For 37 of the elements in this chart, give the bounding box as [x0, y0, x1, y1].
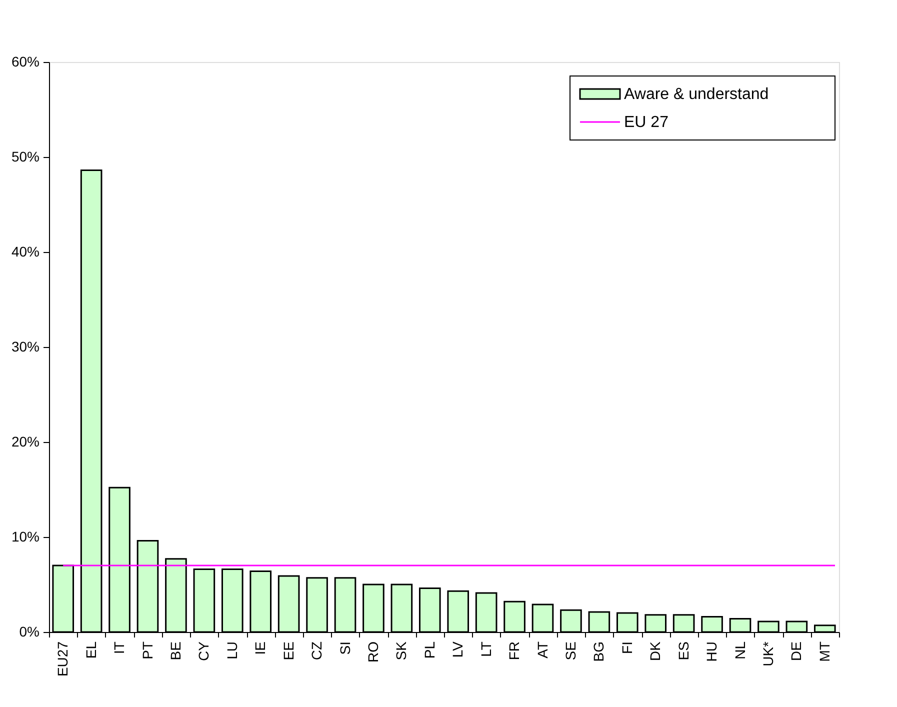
y-tick-label: 60%	[11, 54, 40, 70]
x-tick-label: PT	[139, 641, 156, 660]
x-tick-label: SK	[393, 640, 410, 660]
y-tick-label: 0%	[19, 624, 40, 640]
x-tick-label: RO	[364, 641, 381, 662]
y-tick-label: 40%	[11, 244, 40, 260]
legend-label: EU 27	[624, 114, 669, 131]
x-tick-label: DK	[647, 640, 664, 661]
x-tick-label: SI	[336, 642, 353, 655]
x-tick-label: EE	[280, 642, 296, 660]
x-tick-label: MT	[816, 641, 832, 662]
x-tick-label: LU	[224, 642, 240, 660]
y-tick-label: 50%	[11, 148, 40, 164]
x-tick-label: IE	[252, 642, 268, 655]
x-tick-label: LV	[450, 640, 466, 658]
y-tick-label: 10%	[11, 528, 40, 544]
x-tick-label: NL	[732, 641, 748, 660]
x-tick-label: FI	[618, 642, 635, 654]
x-tick-label: EU27	[54, 641, 71, 677]
y-tick-label: 20%	[11, 434, 40, 450]
x-tick-label: EL	[82, 641, 99, 659]
x-tick-label: UK*	[760, 640, 776, 666]
x-tick-label: CY	[196, 640, 212, 661]
x-tick-label: HU	[704, 642, 720, 662]
x-tick-label: CZ	[308, 641, 325, 660]
x-tick-label: ES	[675, 642, 692, 660]
x-tick-label: DE	[788, 642, 804, 661]
x-tick-label: IT	[111, 641, 128, 654]
x-tick-label: LT	[478, 641, 494, 657]
y-tick-label: 30%	[11, 338, 40, 354]
x-tick-label: SE	[562, 642, 578, 660]
x-tick-label: PL	[421, 641, 438, 659]
x-tick-label: BE	[167, 642, 184, 660]
x-tick-label: FR	[506, 642, 522, 660]
x-tick-label: BG	[590, 642, 607, 662]
x-tick-label: AT	[534, 641, 550, 658]
legend-label: Aware & understand	[624, 86, 769, 103]
